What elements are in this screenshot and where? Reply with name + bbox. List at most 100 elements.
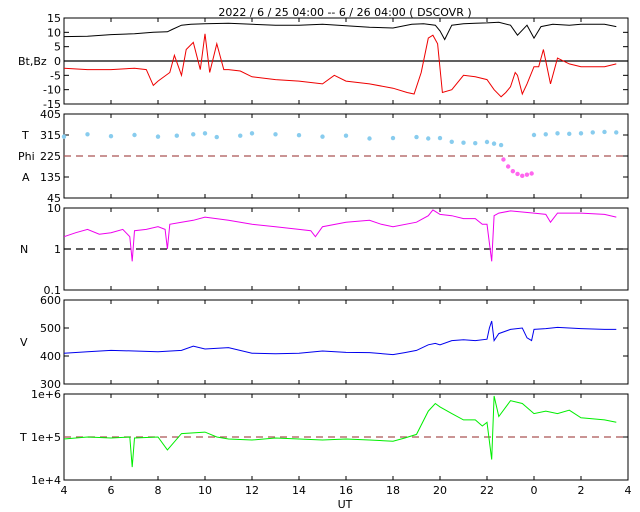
- y-axis-label: A: [22, 171, 30, 184]
- data-point: [501, 157, 506, 162]
- data-point: [461, 140, 466, 145]
- data-point: [426, 136, 431, 141]
- y-tick-label: -15: [43, 98, 61, 111]
- y-tick-label: -10: [43, 84, 61, 97]
- chart-title: 2022 / 6 / 25 04:00 -- 6 / 26 04:00 ( DS…: [218, 6, 471, 19]
- data-point: [238, 133, 243, 138]
- y-tick-label: 15: [47, 12, 61, 25]
- y-tick-label: 45: [47, 192, 61, 205]
- data-point: [484, 139, 490, 145]
- x-tick-label: 14: [292, 484, 306, 497]
- y-tick-label: -5: [50, 69, 61, 82]
- x-tick-label: 4: [625, 484, 632, 497]
- data-point: [390, 135, 396, 141]
- data-point: [174, 133, 179, 138]
- phi-series-1: [501, 157, 534, 179]
- data-point: [590, 130, 595, 135]
- data-point: [602, 129, 607, 135]
- data-point: [343, 133, 349, 138]
- data-point: [414, 134, 419, 140]
- y-axis-label: N: [20, 243, 28, 256]
- y-tick-label: 10: [47, 26, 61, 39]
- data-point: [155, 134, 161, 139]
- speed-series-line-0: [63, 320, 617, 356]
- data-point: [473, 140, 478, 146]
- x-tick-label: 22: [480, 484, 494, 497]
- data-point: [449, 139, 454, 144]
- panel-temperature: 1e+6 1e+5 1e+4 T: [19, 388, 629, 487]
- data-point: [529, 171, 534, 176]
- y-tick-label: 400: [40, 350, 61, 363]
- temperature-series-line-0: [63, 395, 617, 468]
- density-series-line-0: [63, 209, 617, 262]
- panels: 151050-5-10-15Bt,Bz40531522513545TPhiA10…: [18, 12, 629, 487]
- y-tick-label: 1e+5: [31, 431, 61, 444]
- x-tick-label: 18: [386, 484, 400, 497]
- x-tick-label: 16: [339, 484, 353, 497]
- y-tick-label: 0.1: [44, 284, 62, 297]
- mag-series-line-0: [63, 21, 617, 41]
- x-tick-label: 10: [198, 484, 212, 497]
- data-point: [614, 130, 619, 135]
- data-point: [437, 135, 443, 141]
- data-point: [296, 133, 302, 138]
- data-point: [555, 131, 560, 136]
- y-tick-label: 300: [40, 378, 61, 391]
- data-point: [578, 131, 584, 136]
- y-axis-label: T: [19, 431, 27, 444]
- data-point: [85, 132, 90, 137]
- y-tick-label: 1e+4: [31, 474, 61, 487]
- data-point: [249, 131, 255, 136]
- data-point: [202, 131, 208, 136]
- y-tick-label: 1: [54, 243, 61, 256]
- y-axis-label: V: [20, 336, 28, 349]
- data-point: [273, 132, 278, 137]
- y-tick-label: 10: [47, 202, 61, 215]
- x-tick-label: 6: [108, 484, 115, 497]
- y-tick-label: 0: [54, 55, 61, 68]
- data-point: [491, 141, 497, 146]
- data-point: [531, 132, 537, 138]
- y-tick-label: 500: [40, 322, 61, 335]
- y-tick-label: 135: [40, 171, 61, 184]
- y-axis-label: T: [21, 129, 29, 142]
- data-point: [498, 142, 504, 148]
- phi-series-0: [61, 131, 504, 148]
- y-axis-label: Phi: [18, 150, 35, 163]
- x-tick-label: 8: [155, 484, 162, 497]
- x-tick-label: 4: [61, 484, 68, 497]
- data-point: [524, 172, 530, 177]
- panel-speed: 600 500 400 300 V: [20, 294, 629, 391]
- mag-series-line-1: [63, 33, 617, 98]
- data-point: [61, 134, 67, 139]
- y-tick-label: 315: [40, 129, 61, 142]
- panel-density: 10 1 0.1 N: [20, 202, 629, 297]
- data-point: [214, 134, 219, 140]
- y-tick-label: 1e+6: [31, 388, 61, 401]
- y-tick-label: 600: [40, 294, 61, 307]
- y-axis-label: Bt,Bz: [18, 55, 47, 68]
- data-point: [367, 136, 372, 141]
- data-point: [320, 134, 325, 139]
- data-point: [543, 132, 548, 137]
- panel-phi: 405 315 225 135 45 T Phi A: [18, 108, 629, 205]
- x-tick-label: 2: [578, 484, 585, 497]
- x-tick-label: 0: [531, 484, 538, 497]
- data-point: [505, 164, 511, 169]
- x-axis: 4 6 8 10 12 14 16 18 20 22 0 2 4: [61, 484, 632, 497]
- data-point: [510, 168, 516, 174]
- x-axis-label: UT: [338, 498, 353, 511]
- panel-frame: [63, 299, 629, 385]
- x-tick-label: 12: [245, 484, 259, 497]
- data-point: [191, 132, 196, 137]
- y-tick-label: 405: [40, 108, 61, 121]
- x-tick-label: 20: [433, 484, 447, 497]
- data-point: [567, 131, 572, 137]
- y-tick-label: 225: [40, 150, 61, 163]
- data-point: [520, 173, 525, 179]
- data-point: [108, 133, 114, 139]
- data-point: [515, 171, 520, 177]
- y-tick-label: 5: [54, 41, 61, 54]
